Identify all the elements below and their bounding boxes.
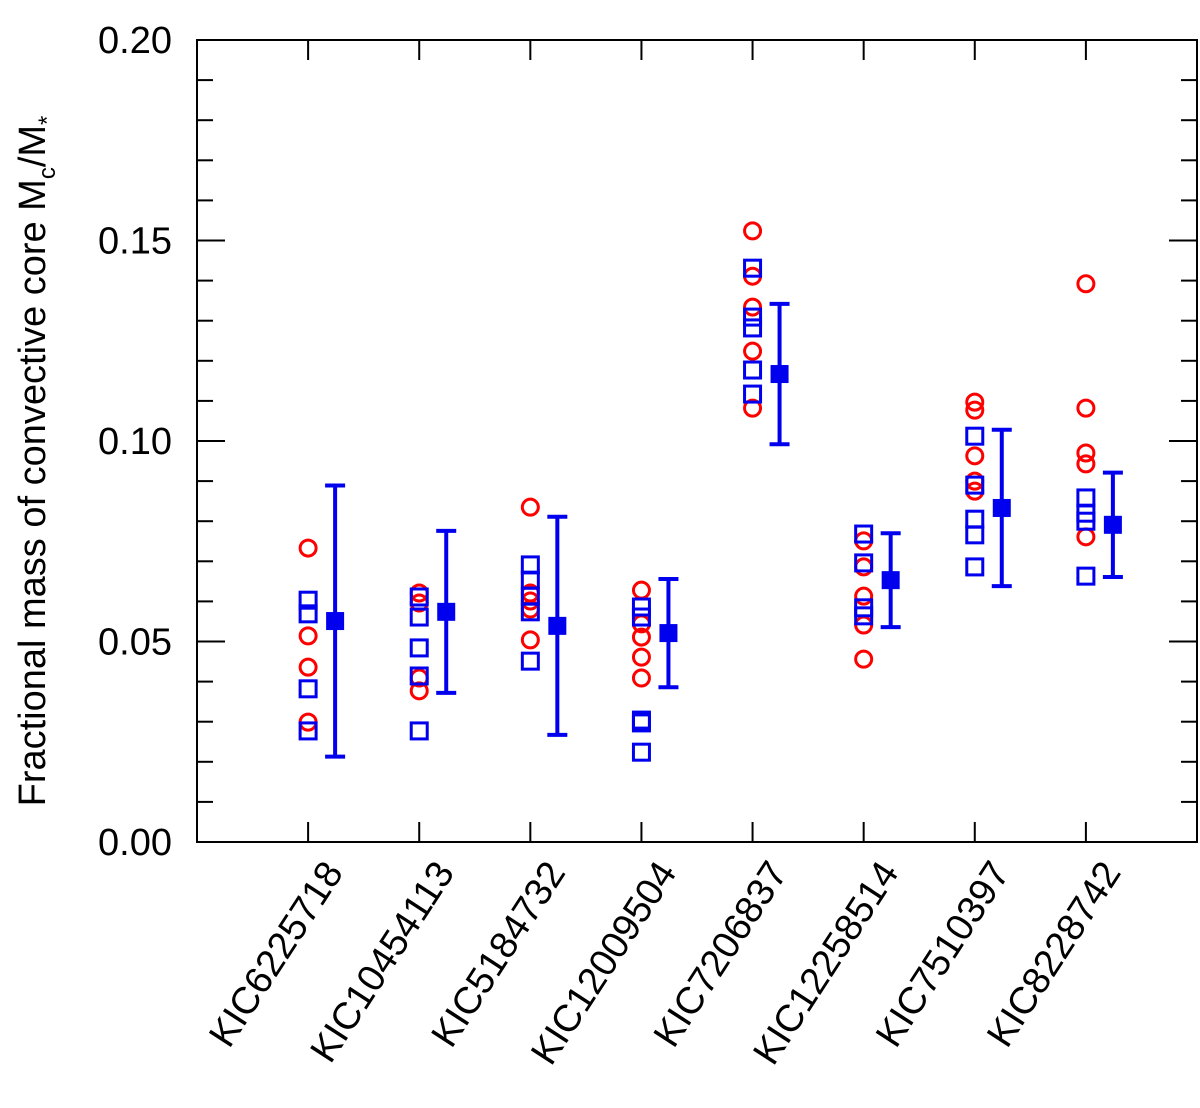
circle-marker: [520, 497, 540, 517]
y-axis-label-part: Fractional mass of convective core M: [12, 179, 54, 806]
circle-marker: [743, 341, 763, 361]
square-marker: [965, 475, 985, 495]
circle-marker: [520, 630, 540, 650]
circle-marker: [965, 392, 985, 412]
square-marker: [965, 426, 985, 446]
square-marker: [520, 651, 540, 671]
square-marker: [298, 721, 318, 741]
square-marker: [1076, 566, 1096, 586]
plot-frame: [196, 39, 1198, 843]
filled-square-marker: [437, 602, 456, 621]
filled-square-marker: [992, 498, 1011, 517]
filled-square-marker: [326, 612, 345, 631]
square-marker: [743, 258, 763, 278]
square-marker: [631, 742, 651, 762]
circle-marker: [854, 586, 874, 606]
y-tick-label: 0.05: [98, 622, 172, 664]
circle-marker: [1076, 527, 1096, 547]
square-marker: [854, 524, 874, 544]
square-marker: [409, 607, 429, 627]
circle-marker: [298, 626, 318, 646]
filled-square-marker: [548, 616, 567, 635]
circle-marker: [965, 481, 985, 501]
square-marker: [743, 318, 763, 338]
circle-marker: [1076, 454, 1096, 474]
square-marker: [520, 602, 540, 622]
circle-marker: [854, 649, 874, 669]
circle-marker: [965, 400, 985, 420]
square-marker: [631, 713, 651, 733]
circle-marker: [298, 657, 318, 677]
filled-square-marker: [881, 571, 900, 590]
square-marker: [854, 606, 874, 626]
circle-marker: [1076, 443, 1096, 463]
circle-marker: [1076, 274, 1096, 294]
y-axis-label-part: /M: [12, 125, 54, 167]
circle-marker: [298, 538, 318, 558]
circle-marker: [631, 647, 651, 667]
square-marker: [1076, 511, 1096, 531]
y-axis-label: Fractional mass of convective core Mc/M*: [12, 116, 61, 807]
circle-marker: [631, 580, 651, 600]
circle-marker: [631, 627, 651, 647]
square-marker: [743, 307, 763, 327]
filled-square-marker: [1103, 515, 1122, 534]
square-marker: [298, 604, 318, 624]
square-marker: [965, 509, 985, 529]
y-tick-label: 0.00: [98, 822, 172, 864]
circle-marker: [743, 221, 763, 241]
square-marker: [965, 525, 985, 545]
circle-marker: [743, 398, 763, 418]
square-marker: [743, 384, 763, 404]
circle-marker: [631, 668, 651, 688]
square-marker: [298, 679, 318, 699]
square-marker: [520, 555, 540, 575]
square-marker: [854, 553, 874, 573]
filled-square-marker: [770, 365, 789, 384]
filled-square-marker: [659, 624, 678, 643]
square-marker: [298, 590, 318, 610]
y-tick-label: 0.10: [98, 421, 172, 463]
square-marker: [631, 597, 651, 617]
square-marker: [409, 638, 429, 658]
circle-marker: [854, 557, 874, 577]
square-marker: [409, 721, 429, 741]
y-axis-label-subscript: *: [34, 116, 61, 125]
circle-marker: [743, 297, 763, 317]
square-marker: [409, 587, 429, 607]
square-marker: [631, 607, 651, 627]
square-marker: [409, 666, 429, 686]
square-marker: [965, 557, 985, 577]
circle-marker: [1076, 398, 1096, 418]
square-marker: [743, 360, 763, 380]
y-tick-label: 0.20: [98, 20, 172, 62]
circle-marker: [965, 446, 985, 466]
y-axis-label-subscript: c: [34, 167, 61, 179]
square-marker: [1076, 488, 1096, 508]
y-tick-label: 0.15: [98, 221, 172, 263]
